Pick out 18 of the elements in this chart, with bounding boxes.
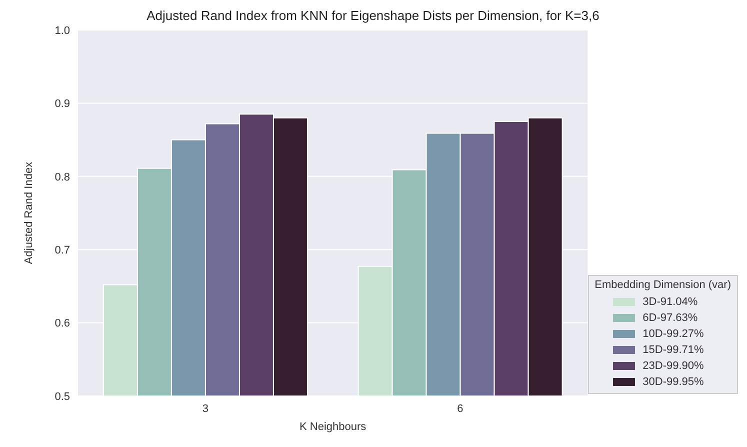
x-tick-label: 6 [457, 402, 464, 415]
y-tick-label: 0.7 [54, 244, 70, 257]
legend-label: 23D-99.90% [642, 359, 704, 374]
legend-label: 30D-99.95% [642, 375, 704, 390]
legend-label: 3D-91.04% [642, 295, 698, 310]
legend-title: Embedding Dimension (var) [594, 279, 731, 291]
x-tick-label: 3 [202, 402, 208, 415]
legend-label: 15D-99.71% [642, 343, 704, 358]
chart-title: Adjusted Rand Index from KNN for Eigenshape Dists per Dimension, for K=3,6 [146, 8, 600, 25]
legend-label: 10D-99.27% [642, 327, 704, 342]
y-tick-label: 0.6 [54, 318, 70, 330]
y-tick-label: 0.9 [54, 98, 70, 110]
legend-label: 6D-97.63% [642, 311, 698, 326]
x-axis-title: K Neighbours [300, 420, 367, 433]
y-tick-label: 1.0 [54, 24, 70, 37]
y-axis-title: Adjusted Rand Index [22, 161, 35, 264]
y-tick-label: 0.5 [54, 390, 70, 403]
y-tick-label: 0.8 [54, 171, 70, 184]
